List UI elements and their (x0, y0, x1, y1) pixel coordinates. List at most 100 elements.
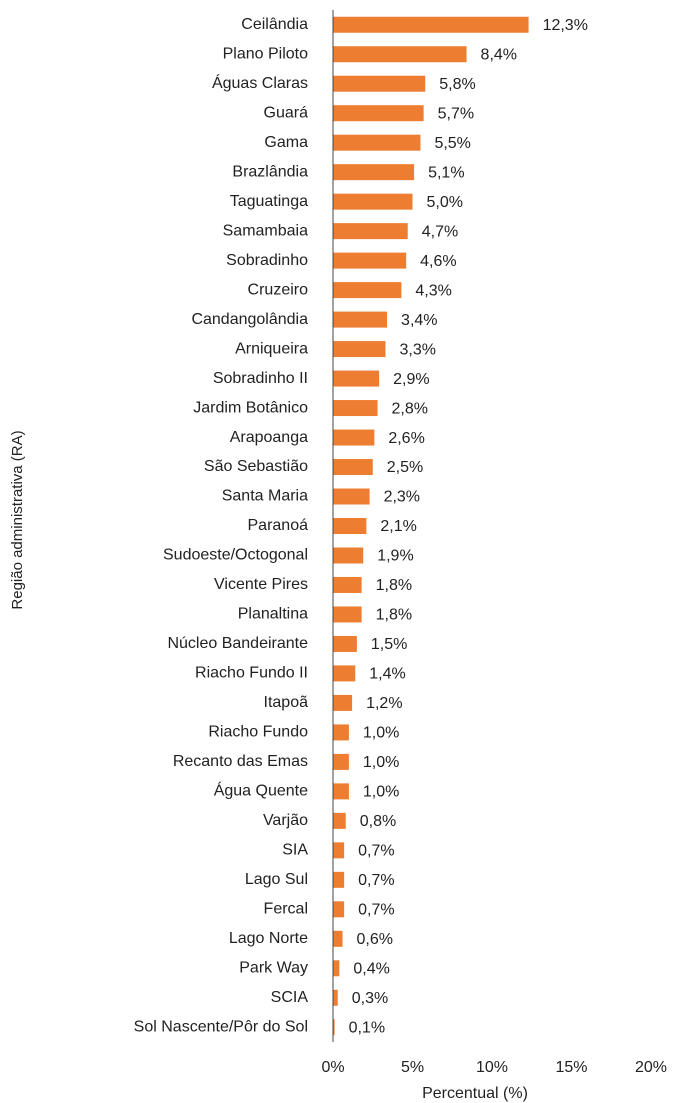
data-label: 0,7% (358, 902, 394, 919)
y-tick-label: Candangolândia (191, 311, 308, 328)
bar (333, 576, 362, 593)
data-label: 8,4% (481, 46, 517, 63)
y-tick-label: Núcleo Bandeirante (167, 635, 308, 652)
y-tick-label: Lago Norte (229, 930, 308, 947)
data-label: 12,3% (543, 17, 588, 34)
data-label: 2,1% (380, 518, 416, 535)
bar (333, 193, 413, 210)
data-label: 5,5% (434, 135, 470, 152)
data-label: 1,0% (363, 784, 399, 801)
bar (333, 842, 345, 859)
bar (333, 429, 375, 446)
y-tick-label: Itapoã (264, 694, 309, 711)
data-label: 0,8% (360, 813, 396, 830)
bar (333, 871, 345, 888)
y-tick-label: Sol Nascente/Pôr do Sol (134, 1018, 308, 1035)
data-label: 5,1% (428, 164, 464, 181)
bar (333, 488, 370, 505)
y-tick-label: SIA (282, 842, 308, 859)
bar (333, 606, 362, 623)
y-tick-label: São Sebastião (204, 458, 308, 475)
y-tick-label: Vicente Pires (214, 576, 308, 593)
bar (333, 311, 388, 328)
data-label: 4,6% (420, 253, 456, 270)
bar (333, 75, 426, 92)
bar (333, 252, 407, 269)
y-tick-label: Águas Claras (212, 73, 308, 92)
x-axis-title: Percentual (%) (422, 1085, 528, 1102)
bar (333, 665, 356, 682)
bar (333, 989, 338, 1006)
data-label: 2,6% (388, 430, 424, 447)
bar (333, 341, 386, 358)
bar (333, 164, 415, 181)
data-label: 1,0% (363, 725, 399, 742)
y-tick-label: Santa Maria (222, 488, 308, 505)
y-tick-label: Cruzeiro (248, 281, 309, 298)
bar (333, 518, 367, 534)
bar (333, 930, 343, 947)
data-label: 1,2% (366, 695, 402, 712)
y-tick-label: Park Way (239, 960, 308, 977)
y-tick-label: Sudoeste/Octogonal (163, 547, 308, 564)
y-tick-label: Guará (264, 104, 309, 121)
bar (333, 1019, 335, 1036)
data-label: 1,8% (376, 607, 412, 624)
bar (333, 694, 353, 711)
y-tick-label: Arniqueira (235, 340, 308, 357)
bar (333, 547, 364, 564)
data-label: 0,4% (353, 961, 389, 978)
bar (333, 783, 349, 800)
data-label: 0,7% (358, 843, 394, 860)
y-tick-label: Água Quente (214, 781, 308, 800)
data-label: 3,3% (399, 341, 435, 358)
y-tick-label: Jardim Botânico (193, 399, 308, 416)
y-tick-label: Ceilândia (241, 16, 308, 33)
bar (333, 16, 529, 33)
y-tick-label: Paranoá (248, 517, 309, 534)
data-label: 2,9% (393, 371, 429, 388)
x-tick-label: 20% (635, 1059, 667, 1076)
data-label: 1,4% (369, 666, 405, 683)
y-tick-label: Sobradinho (226, 252, 308, 269)
y-axis-title: Região administrativa (RA) (9, 430, 26, 609)
y-tick-label: Arapoanga (230, 429, 308, 446)
y-tick-label: Planaltina (238, 606, 308, 623)
bar (333, 724, 349, 741)
bar (333, 901, 345, 918)
data-label: 5,0% (427, 194, 463, 211)
y-tick-label: Plano Piloto (223, 45, 308, 62)
data-label: 0,6% (357, 931, 393, 948)
y-tick-label: Lago Sul (245, 871, 308, 888)
bar (333, 282, 402, 299)
y-tick-label: Riacho Fundo (208, 724, 308, 741)
bar (333, 459, 373, 476)
data-label: 2,3% (384, 489, 420, 506)
y-tick-label: Recanto das Emas (173, 753, 308, 770)
data-label: 1,0% (363, 754, 399, 771)
x-tick-label: 5% (401, 1059, 424, 1076)
bar (333, 812, 346, 829)
y-tick-label: Brazlândia (232, 163, 308, 180)
y-tick-label: Sobradinho II (213, 370, 308, 387)
y-tick-label: SCIA (271, 989, 309, 1006)
data-label: 4,3% (415, 282, 451, 299)
x-tick-label: 15% (555, 1059, 587, 1076)
y-tick-label: Fercal (264, 901, 308, 918)
y-tick-label: Varjão (263, 812, 308, 829)
data-label: 5,7% (438, 105, 474, 122)
bar (333, 960, 340, 977)
data-label: 5,8% (439, 76, 475, 93)
data-label: 4,7% (422, 223, 458, 240)
bar (333, 46, 467, 63)
y-tick-label: Samambaia (223, 222, 308, 239)
data-label: 0,1% (349, 1019, 385, 1036)
data-label: 1,9% (377, 548, 413, 565)
bar (333, 635, 357, 652)
y-tick-label: Gama (264, 134, 308, 151)
bar (333, 370, 380, 387)
y-tick-label: Riacho Fundo II (195, 665, 308, 682)
x-tick-label: 0% (321, 1059, 344, 1076)
bar (333, 400, 378, 417)
